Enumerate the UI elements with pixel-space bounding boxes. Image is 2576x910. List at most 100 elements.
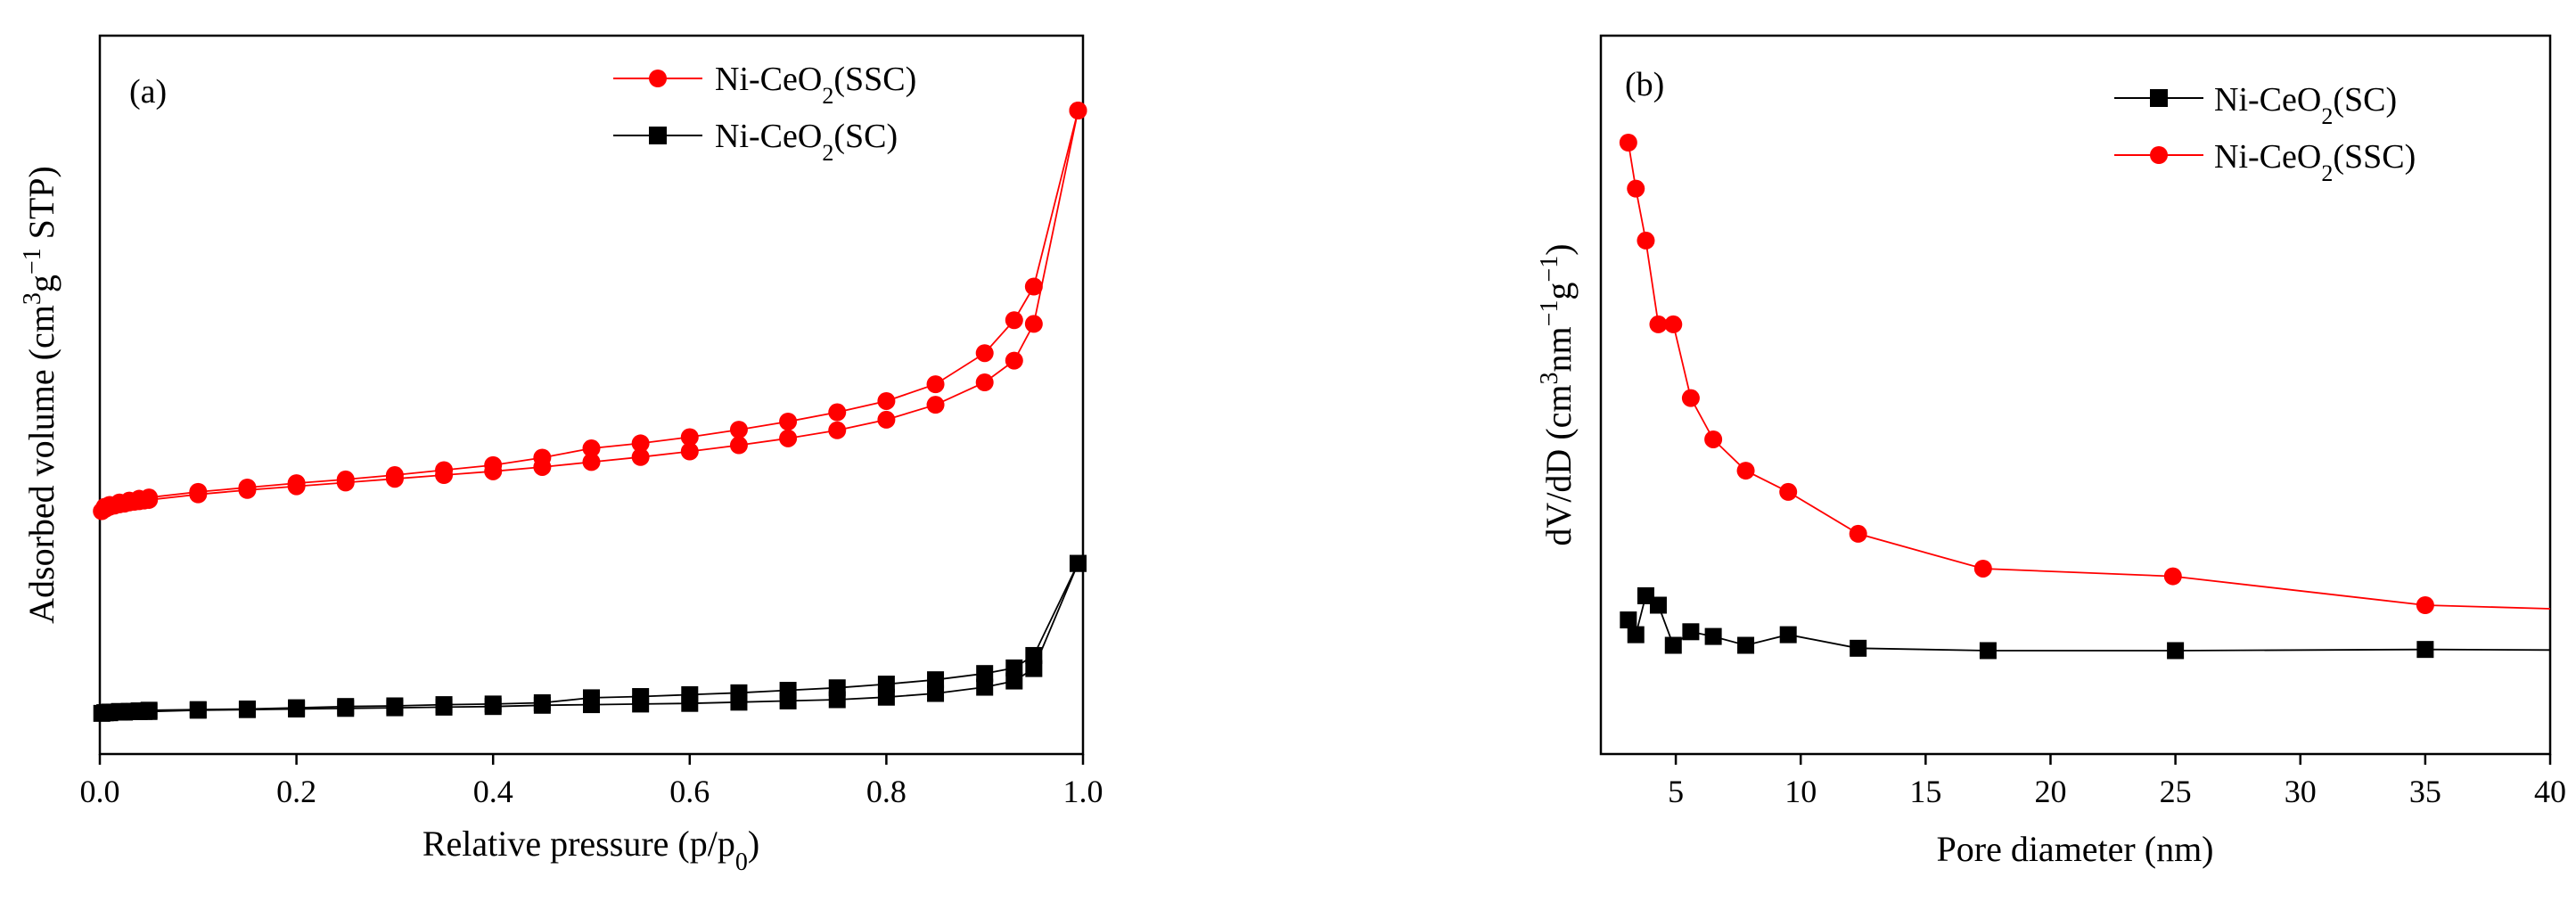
panel-b-series-1-point xyxy=(1736,462,1755,480)
panel-a-series-2-point xyxy=(976,678,994,696)
panel-b-series-1-point xyxy=(1637,231,1655,250)
panel-a-series-1-point xyxy=(729,421,748,439)
legend-a-item-ssc: Ni-CeO2(SSC) xyxy=(613,61,916,109)
panel-a: 0.0 0.2 0.4 0.6 0.8 1.0 (a) Relative pressure… xyxy=(19,34,1103,876)
panel-a-series-1-point xyxy=(484,455,503,474)
legend-a-sc-text: Ni-CeO2(SC) xyxy=(715,118,898,166)
panel-a-series-0-point xyxy=(926,396,945,414)
panel-a-series-1-point xyxy=(336,470,355,488)
panel-a-x-tick-label: 0.0 xyxy=(80,774,120,809)
panel-b-series-1-point xyxy=(1849,524,1867,543)
panel-a-series-0-point xyxy=(729,436,748,455)
panel-a-series-3-point xyxy=(435,696,453,714)
panel-a-series-0-point xyxy=(582,453,601,471)
panel-a-series-3-point xyxy=(533,693,551,711)
panel-a-series-0-point xyxy=(1024,315,1043,333)
panel-b-x-tick-label: 40 xyxy=(2534,774,2566,809)
panel-a-series-3-point xyxy=(632,688,650,706)
panel-a-x-tick-label: 0.8 xyxy=(866,774,907,809)
panel-a-series-1-point xyxy=(385,466,404,485)
panel-a-series-1-point xyxy=(435,461,454,480)
panel-a-x-tick-label: 1.0 xyxy=(1063,774,1103,809)
panel-a-series-1-point xyxy=(287,474,306,493)
panel-b-series-1-point xyxy=(1627,179,1645,198)
panel-a-series-1-point xyxy=(975,344,994,363)
panel-a-series-0-point xyxy=(680,442,699,461)
panel-b-series-1-point xyxy=(2163,567,2182,586)
panel-b-x-axis-label: Pore diameter (nm) xyxy=(1937,829,2214,869)
panel-a-frame xyxy=(98,34,1085,756)
panel-a-series-3-point xyxy=(1005,659,1023,676)
panel-b-series-1-point xyxy=(1779,482,1798,501)
panel-b-series-1-point xyxy=(1681,389,1700,407)
panel-b-x-ticks: 5 10 15 20 25 30 35 40 xyxy=(1668,754,2566,809)
panel-a-series-3-point xyxy=(238,700,256,717)
legend-b-sc-marker xyxy=(2150,89,2168,107)
panel-a-x-tick-label: 0.2 xyxy=(276,774,316,809)
panel-a-series-3-point xyxy=(288,699,306,717)
panel-a-x-tick-label: 0.6 xyxy=(669,774,710,809)
panel-a-y-axis-label: Adsorbed volume (cm3g−1 STP) xyxy=(19,166,62,624)
panel-b-x-tick-label: 10 xyxy=(1784,774,1817,809)
panel-a-series-1-point xyxy=(95,497,114,516)
panel-b-y-axis-label: dV/dD (cm3nm−1g−1) xyxy=(1536,243,1579,545)
panel-b-x-tick-label: 20 xyxy=(2034,774,2066,809)
panel-a-series-3-point xyxy=(484,695,502,713)
panel-b-series-0-point xyxy=(1737,636,1755,654)
panel-b-series-0-point xyxy=(1664,636,1682,654)
legend-b-sc-text: Ni-CeO2(SC) xyxy=(2214,81,2397,129)
legend-a-ssc-text: Ni-CeO2(SSC) xyxy=(715,61,916,109)
panel-a-series-1-point xyxy=(533,448,552,467)
legend-b-ssc-marker xyxy=(2150,146,2168,164)
panel-a-series-3-point xyxy=(1025,646,1043,664)
panel-a-series-1-point xyxy=(189,482,208,501)
panel-a-series-0-point xyxy=(631,447,650,466)
panel-b-series-0-point xyxy=(1682,623,1700,641)
panel-a-series-1-point xyxy=(1069,102,1087,119)
panel-a-series-1-point xyxy=(1024,277,1043,296)
panel-a-series-3-point xyxy=(96,704,114,722)
panel-a-series-3-point xyxy=(386,697,404,715)
panel-b-series-0-point xyxy=(1649,596,1667,614)
panel-b-series-1-point xyxy=(1973,559,1992,578)
legend-a-ssc-marker xyxy=(649,70,667,87)
panel-b-x-tick-label: 15 xyxy=(1909,774,1941,809)
panel-a-label: (a) xyxy=(129,73,167,111)
panel-b-frame xyxy=(1599,34,2552,756)
panel-a-series-1-point xyxy=(779,413,798,430)
panel-b-series-1-point xyxy=(1704,430,1723,448)
panel-b: 5 10 15 20 25 30 35 40 (b) Pore diameter (nm) d… xyxy=(1536,34,2566,869)
panel-a-series-3-point xyxy=(337,698,355,716)
panel-b-series-1-line xyxy=(1627,142,2551,610)
panel-b-series xyxy=(1619,134,2551,660)
panel-a-series-2-point xyxy=(1005,672,1023,690)
panel-b-series-1-point xyxy=(2416,596,2434,615)
panel-a-series-3-point xyxy=(1069,554,1087,572)
panel-b-series-1-point xyxy=(1664,315,1683,333)
legend-b-item-sc: Ni-CeO2(SC) xyxy=(2114,81,2397,129)
panel-a-legend: Ni-CeO2(SSC) Ni-CeO2(SC) xyxy=(613,61,916,166)
panel-a-series-0-point xyxy=(779,429,798,447)
panel-a-series-1-point xyxy=(680,428,699,447)
panel-a-series-3-point xyxy=(730,684,748,701)
panel-a-series-3-point xyxy=(877,676,895,693)
panel-a-series-3-point xyxy=(189,701,207,718)
panel-a-series-3-point xyxy=(681,685,699,703)
panel-b-series-0-point xyxy=(1627,626,1645,644)
legend-a-item-sc: Ni-CeO2(SC) xyxy=(613,118,898,166)
legend-a-sc-marker xyxy=(649,127,667,144)
panel-a-x-tick-label: 0.4 xyxy=(473,774,513,809)
legend-b-item-ssc: Ni-CeO2(SSC) xyxy=(2114,138,2416,186)
panel-b-x-tick-label: 30 xyxy=(2285,774,2317,809)
panel-a-series-0-point xyxy=(1005,351,1023,370)
panel-a-series-0-point xyxy=(828,421,847,439)
panel-a-x-ticks: 0.0 0.2 0.4 0.6 0.8 1.0 xyxy=(80,754,1103,809)
panel-b-series-1-point xyxy=(1649,315,1668,333)
panel-a-series-3-point xyxy=(583,689,600,707)
panel-b-series-0-point xyxy=(1779,626,1797,644)
panel-a-series-2-point xyxy=(1025,660,1043,677)
panel-a-series-1-point xyxy=(582,439,601,458)
panel-a-series-3-point xyxy=(927,671,945,689)
panel-a-series-1-point xyxy=(828,403,847,422)
panel-a-series-2-point xyxy=(877,688,895,706)
